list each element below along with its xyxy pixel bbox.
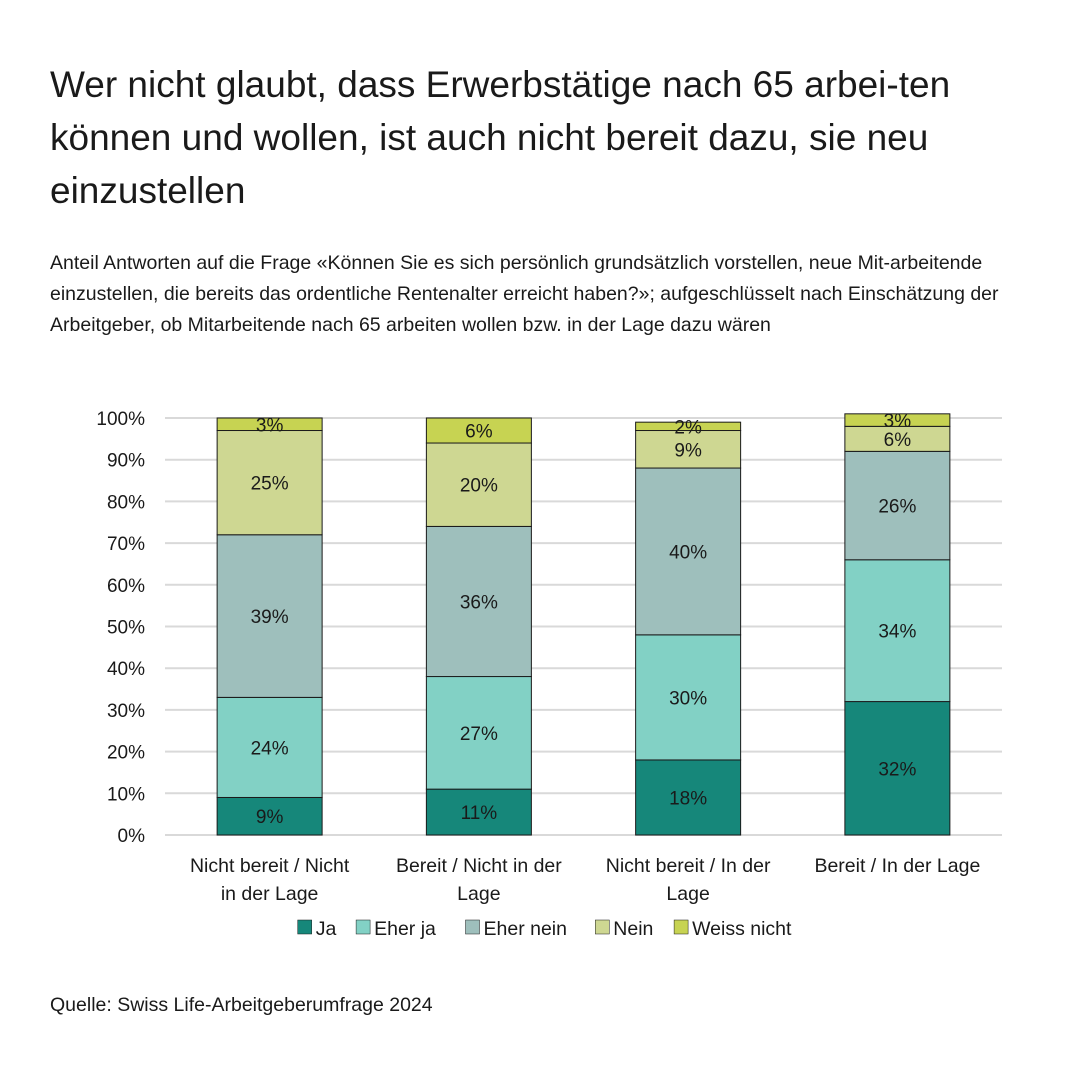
legend-label: Nein (613, 918, 653, 940)
y-tick-label: 50% (107, 618, 145, 639)
legend-label: Eher nein (484, 918, 567, 940)
data-label: 3% (256, 415, 284, 436)
data-label: 39% (251, 607, 289, 628)
data-label: 25% (251, 474, 289, 495)
data-label: 9% (256, 807, 284, 828)
x-tick-label: Lage (457, 883, 500, 905)
bar-segment (844, 450, 951, 561)
x-tick-label: Nicht bereit / Nicht (190, 855, 350, 877)
x-tick-label: Bereit / Nicht in der (396, 855, 562, 877)
data-label: 26% (878, 497, 916, 518)
bar-segment (425, 442, 532, 527)
y-tick-label: 60% (107, 576, 145, 597)
bar-segment (216, 534, 323, 698)
y-tick-label: 20% (107, 743, 145, 764)
bar-segment (216, 430, 323, 536)
legend-swatch (673, 919, 689, 935)
bar-segment (425, 676, 532, 790)
y-tick-label: 0% (118, 826, 146, 847)
source-note: Quelle: Swiss Life-Arbeitgeberumfrage 20… (50, 994, 433, 1016)
data-label: 3% (884, 411, 912, 432)
legend-swatch (595, 919, 610, 935)
data-label: 2% (674, 417, 702, 438)
data-label: 24% (251, 738, 289, 759)
stacked-bar-chart: 0% 10% 20% 30% 40% 50% 60% 70% 80% 90% 100% 9% 24% 39… (96, 409, 1002, 940)
data-label: 27% (460, 724, 498, 745)
bar-segment (216, 796, 323, 836)
data-label: 30% (669, 688, 707, 709)
data-label: 18% (669, 788, 707, 809)
data-label: 40% (669, 542, 707, 563)
x-tick-label: Bereit / In der Lage (814, 855, 980, 877)
data-label: 20% (460, 476, 498, 497)
data-label: 6% (884, 430, 912, 451)
y-tick-label: 40% (107, 659, 145, 680)
bar-segment (635, 421, 742, 432)
bar-segment (635, 634, 742, 761)
bar-segment (844, 701, 951, 836)
x-tick-label: Lage (666, 883, 709, 905)
bar-segment (216, 696, 323, 798)
legend-swatch (297, 919, 312, 935)
data-label: 6% (465, 422, 493, 443)
y-tick-label: 70% (107, 534, 145, 555)
bar-segment (425, 788, 532, 836)
bar-segment (635, 759, 742, 836)
legend-label: Weiss nicht (692, 918, 792, 940)
legend-swatch (355, 919, 371, 935)
legend-label: Ja (316, 918, 337, 940)
bar-segment (635, 430, 742, 469)
bar-segment (635, 467, 742, 636)
bar-segment (844, 413, 951, 427)
legend-label: Eher ja (374, 918, 436, 940)
bar-segment (425, 525, 532, 678)
legend-swatch (465, 919, 480, 935)
data-label: 9% (674, 440, 702, 461)
chart-subtitle: Anteil Antworten auf die Frage «Können S… (50, 252, 999, 336)
y-tick-label: 80% (107, 492, 145, 513)
y-tick-label: 100% (96, 409, 145, 430)
bar-segment (844, 559, 951, 703)
y-tick-label: 30% (107, 701, 145, 722)
data-label: 32% (878, 759, 916, 780)
chart-title: Wer nicht glaubt, dass Erwerbstätige nac… (50, 64, 951, 211)
y-tick-label: 90% (107, 451, 145, 472)
data-label: 34% (878, 622, 916, 643)
data-label: 11% (461, 803, 498, 824)
data-label: 36% (460, 592, 498, 613)
y-tick-label: 10% (107, 784, 145, 805)
x-tick-label: Nicht bereit / In der (606, 855, 771, 877)
bar-segment (216, 417, 323, 432)
x-tick-label: in der Lage (221, 883, 319, 905)
bar-segment (425, 417, 532, 444)
